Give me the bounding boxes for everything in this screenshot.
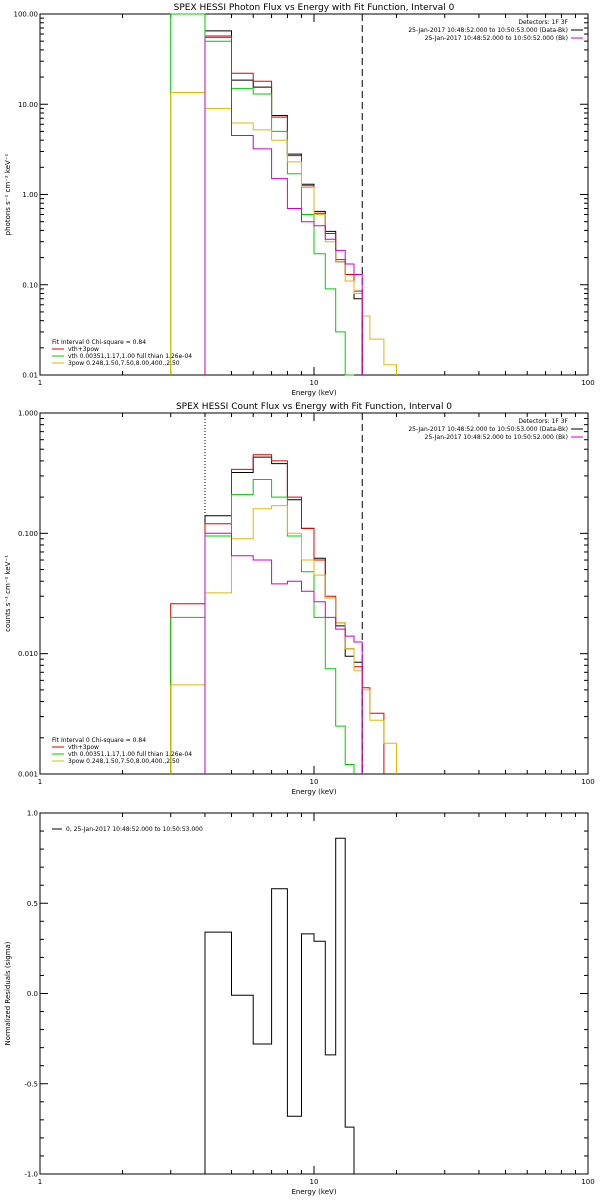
x-tick-label: 10 [310, 1178, 319, 1186]
detectors-label: Detectors: 1F 3F [518, 418, 568, 425]
chart-title: SPEX HESSI Photon Flux vs Energy with Fi… [174, 3, 455, 13]
bottom-legend-entry: vth 0.00351,1.17,1.00 full thian 1.26e-0… [68, 353, 192, 360]
residual-legend-entry: 0, 25-Jan-2017 10:48:52.000 to 10:50:53.… [66, 826, 203, 833]
x-tick-label: 1 [38, 379, 42, 387]
y-tick-label: 0.0 [27, 990, 38, 998]
series-4-histogram [170, 505, 397, 774]
y-axis-label: photons s⁻¹ cm⁻² keV⁻¹ [4, 153, 12, 235]
chart-title: SPEX HESSI Count Flux vs Energy with Fit… [176, 402, 452, 412]
series-2-histogram [170, 454, 385, 774]
series-4-histogram [170, 92, 397, 375]
series-5-histogram [204, 36, 363, 375]
fit-summary-label: Fit Interval 0 Chi-square = 0.84 [52, 339, 146, 346]
y-axis-label: counts s⁻¹ cm⁻² keV⁻¹ [4, 555, 12, 632]
y-tick-label: 0.010 [18, 650, 38, 658]
y-tick-label: 1.0 [27, 810, 38, 818]
y-tick-label: 0.5 [27, 900, 38, 908]
y-tick-label: 0.100 [18, 530, 38, 538]
y-tick-label: 1.00 [22, 191, 38, 199]
y-tick-label: 0.10 [22, 281, 38, 289]
x-tick-label: 100 [581, 379, 594, 387]
y-tick-label: 1.000 [18, 410, 38, 418]
y-tick-label: 0.001 [18, 771, 38, 779]
x-axis-label: Energy (keV) [291, 389, 336, 397]
x-tick-label: 10 [310, 379, 319, 387]
bottom-legend-entry: 3pow 0.248,1.50,7.50,8.00,400.,2.50 [68, 360, 180, 367]
top-legend-entry: 25-Jan-2017 10:48:52.000 to 10:50:53.000… [408, 27, 568, 34]
x-tick-label: 1 [38, 778, 42, 786]
x-tick-label: 1 [38, 1178, 42, 1186]
x-tick-label: 10 [310, 778, 319, 786]
y-axis-label: Normalized Residuals (sigma) [4, 941, 12, 1045]
series-3-histogram [170, 13, 354, 376]
y-tick-label: -0.5 [24, 1080, 38, 1088]
x-axis-label: Energy (keV) [291, 1188, 336, 1196]
y-tick-label: -1.0 [24, 1171, 38, 1179]
bottom-legend-entry: vth+3pow [68, 744, 99, 751]
y-tick-label: 100.00 [14, 11, 39, 19]
y-tick-label: 0.01 [22, 372, 38, 380]
bottom-legend-entry: vth+3pow [68, 346, 99, 353]
fit-summary-label: Fit Interval 0 Chi-square = 0.84 [52, 737, 146, 744]
series-2-histogram [204, 35, 363, 375]
series-3-histogram [170, 479, 355, 774]
top-legend-entry: 25-Jan-2017 10:48:52.000 to 10:50:52.000… [425, 434, 568, 441]
y-tick-label: 10.00 [18, 101, 38, 109]
series-1-histogram [204, 30, 363, 375]
x-tick-label: 100 [581, 1178, 594, 1186]
series-1-histogram [204, 837, 355, 1174]
bottom-legend-entry: vth 0.00351,1.17,1.00 full thian 1.26e-0… [68, 751, 192, 758]
chart-panel-2: SPEX HESSI Count Flux vs Energy with Fit… [4, 402, 595, 796]
series-5-histogram [204, 532, 363, 774]
x-tick-label: 100 [581, 778, 594, 786]
top-legend-entry: 25-Jan-2017 10:48:52.000 to 10:50:53.000… [408, 426, 568, 433]
plot-frame [39, 812, 589, 1175]
detectors-label: Detectors: 1F 3F [518, 19, 568, 26]
top-legend-entry: 25-Jan-2017 10:48:52.000 to 10:50:52.000… [425, 35, 568, 42]
chart-panel-3: 1 10 100 Energy (keV) -1.0 -0.5 0.0 0.5 1.0 Norma… [4, 810, 595, 1197]
bottom-legend-entry: 3pow 0.248,1.50,7.50,8.00,400.,2.50 [68, 758, 180, 765]
chart-panel-1: SPEX HESSI Photon Flux vs Energy with Fi… [4, 3, 595, 397]
x-axis-label: Energy (keV) [291, 788, 336, 796]
